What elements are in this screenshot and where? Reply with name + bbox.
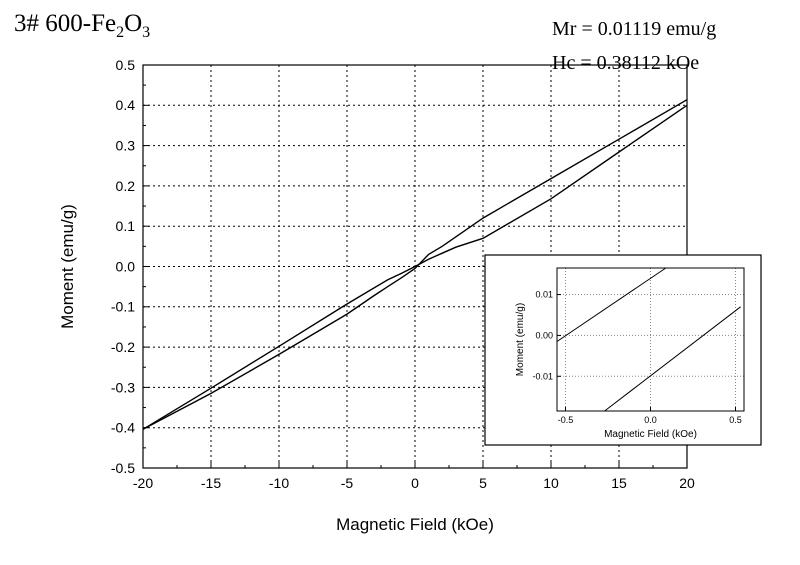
- inset-x-tick-label-2: 0.5: [729, 415, 742, 425]
- x-tick-label-6: 10: [543, 475, 559, 491]
- inset-x-tick-label-1: 0.0: [644, 415, 657, 425]
- y-tick-label-4: -0.1: [111, 299, 135, 315]
- x-tick-label-3: -5: [341, 475, 354, 491]
- x-tick-label-2: -10: [269, 475, 289, 491]
- x-axis-label: Magnetic Field (kOe): [336, 515, 494, 534]
- inset-y-tick-label-1: 0.00: [535, 331, 553, 341]
- inset-series-line-2: [604, 306, 741, 412]
- inset-inset-panel: [484, 254, 762, 446]
- x-tick-label-0: -20: [133, 475, 153, 491]
- y-tick-label-10: 0.5: [116, 57, 136, 73]
- series-line-1: [142, 104, 688, 430]
- y-tick-label-5: 0.0: [116, 258, 136, 274]
- y-axis-label: Moment (emu/g): [58, 204, 77, 329]
- series-line-2: [142, 99, 688, 430]
- y-tick-label-3: -0.2: [111, 339, 135, 355]
- inset-x-tick-label-0: -0.5: [558, 415, 574, 425]
- y-tick-label-1: -0.4: [111, 420, 135, 436]
- x-tick-label-1: -15: [201, 475, 221, 491]
- x-tick-label-7: 15: [611, 475, 627, 491]
- inset-y-tick-label-2: 0.01: [535, 290, 553, 300]
- chart-title: 3# 600-Fe2O3: [14, 10, 151, 41]
- y-tick-label-8: 0.3: [116, 138, 136, 154]
- y-tick-label-6: 0.1: [116, 218, 136, 234]
- x-tick-label-5: 5: [479, 475, 487, 491]
- hc-annotation: Hc = 0.38112 kOe: [552, 52, 700, 74]
- y-tick-label-0: -0.5: [111, 460, 135, 476]
- y-tick-label-2: -0.3: [111, 379, 135, 395]
- inset-x-axis-label: Magnetic Field (kOe): [604, 429, 697, 440]
- inset-y-axis-label: Moment (emu/g): [515, 303, 526, 376]
- y-tick-label-7: 0.2: [116, 178, 136, 194]
- x-tick-label-4: 0: [411, 475, 419, 491]
- x-tick-label-8: 20: [679, 475, 695, 491]
- inset-y-tick-label-0: -0.01: [532, 371, 553, 381]
- inset-series-line-1: [556, 267, 667, 342]
- mr-annotation: Mr = 0.01119 emu/g: [552, 18, 717, 40]
- y-tick-label-9: 0.4: [116, 97, 136, 113]
